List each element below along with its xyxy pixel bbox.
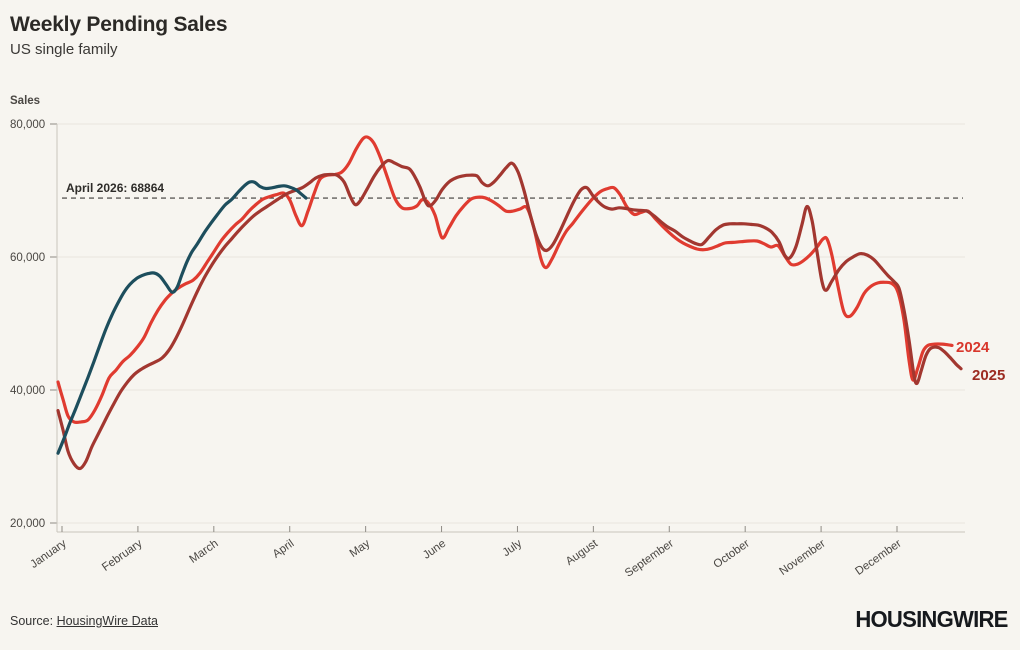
y-tick-label: 20,000 [10,518,45,530]
x-tick-label: December [853,538,903,578]
source-link[interactable]: HousingWire Data [56,614,158,628]
x-tick-label: October [711,538,752,571]
series-2024-line [56,135,954,425]
page-title: Weekly Pending Sales [10,13,228,36]
housingwire-logo: HOUSINGWIRE [855,606,1009,632]
x-tick-label: August [564,537,601,568]
series-2026-line [56,180,308,455]
chart-header: Weekly Pending Sales US single family [10,12,228,59]
y-tick-label: 80,000 [10,119,45,131]
x-tick-label: February [100,537,145,573]
y-axis-title: Sales [10,95,41,107]
source-note: Source: HousingWire Data [10,614,158,628]
series-2025-line [56,158,963,471]
y-tick-label: 40,000 [10,385,45,397]
legend-label-2025: 2025 [972,367,1005,384]
y-tick-label: 60,000 [10,252,45,264]
x-tick-label: January [28,537,69,570]
annotation-label: April 2026: 68864 [66,181,164,195]
x-tick-label: June [421,538,448,562]
page-subtitle: US single family [10,41,118,59]
x-tick-label: March [187,538,220,566]
legend-label-2024: 2024 [956,339,990,356]
x-tick-label: July [501,537,525,559]
x-tick-label: November [777,538,827,578]
x-tick-label: April [271,538,297,561]
x-tick-label: May [348,537,373,559]
x-tick-label: September [623,538,676,580]
source-prefix: Source: [10,614,57,628]
